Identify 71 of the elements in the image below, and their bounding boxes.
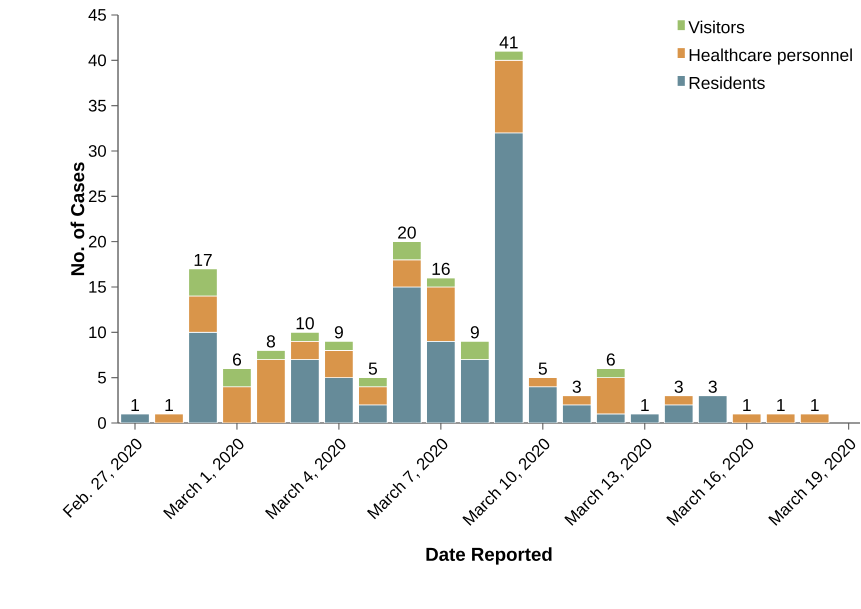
total-label: 17 — [194, 254, 212, 266]
bar — [562, 395, 592, 406]
bar — [358, 386, 388, 406]
bar — [426, 278, 456, 288]
total-label: 3 — [572, 380, 581, 393]
y-axis-title: No. of Cases — [70, 162, 84, 276]
bar — [188, 268, 218, 296]
y-tick-label: 45 — [88, 9, 106, 21]
bar — [222, 368, 252, 388]
bar — [460, 340, 490, 360]
bar — [188, 296, 218, 333]
bar — [324, 340, 354, 351]
bar — [324, 350, 354, 378]
bar — [426, 340, 456, 423]
bar — [664, 404, 694, 423]
bar — [596, 377, 626, 414]
total-label: 3 — [708, 380, 717, 393]
total-label: 5 — [538, 362, 547, 375]
y-tick-label: 35 — [88, 100, 106, 112]
total-label: 1 — [131, 399, 139, 411]
x-axis-title: Date Reported — [426, 547, 552, 565]
bar — [562, 404, 592, 423]
bar — [494, 132, 524, 423]
total-label: 3 — [674, 380, 683, 393]
total-label: 1 — [811, 399, 819, 411]
total-label: 10 — [296, 317, 314, 330]
y-tick-label: 20 — [88, 236, 106, 248]
legend-label: Visitors — [688, 20, 744, 34]
total-label: 41 — [500, 36, 518, 48]
bar — [664, 395, 694, 406]
y-tick-label: 40 — [88, 54, 106, 66]
y-tick-label: 0 — [98, 417, 106, 429]
bar — [426, 286, 456, 342]
bar — [494, 60, 524, 134]
legend-label: Residents — [690, 76, 765, 90]
total-label: 8 — [266, 335, 275, 348]
bar — [460, 359, 490, 423]
total-label: 6 — [606, 353, 615, 366]
bar — [188, 332, 218, 423]
bar — [290, 359, 320, 423]
bar — [358, 377, 388, 388]
bar — [596, 368, 626, 378]
bar — [528, 377, 558, 388]
bar — [698, 395, 728, 423]
total-label: 1 — [777, 399, 785, 411]
bar — [324, 377, 354, 423]
total-label: 1 — [743, 399, 751, 411]
total-label: 1 — [165, 399, 173, 411]
y-tick-label: 15 — [89, 281, 106, 293]
total-label: 20 — [398, 226, 416, 239]
bar — [290, 332, 320, 342]
bar — [392, 259, 422, 288]
bar — [358, 404, 388, 423]
bar — [528, 386, 558, 423]
bar — [256, 350, 286, 360]
y-tick-label: 10 — [89, 326, 106, 338]
bar — [256, 359, 286, 423]
total-label: 9 — [470, 326, 479, 338]
bar — [290, 340, 320, 360]
bar — [392, 241, 422, 260]
bar — [392, 286, 422, 423]
total-label: 5 — [368, 362, 377, 375]
legend-label: Healthcare personnel — [690, 48, 852, 65]
total-label: 1 — [641, 399, 649, 411]
total-label: 6 — [233, 353, 242, 366]
y-tick-label: 5 — [98, 372, 106, 384]
y-tick-label: 25 — [88, 190, 106, 202]
total-label: 9 — [334, 326, 343, 338]
y-tick-label: 30 — [88, 145, 106, 157]
total-label: 16 — [432, 262, 450, 275]
bar — [222, 386, 252, 423]
